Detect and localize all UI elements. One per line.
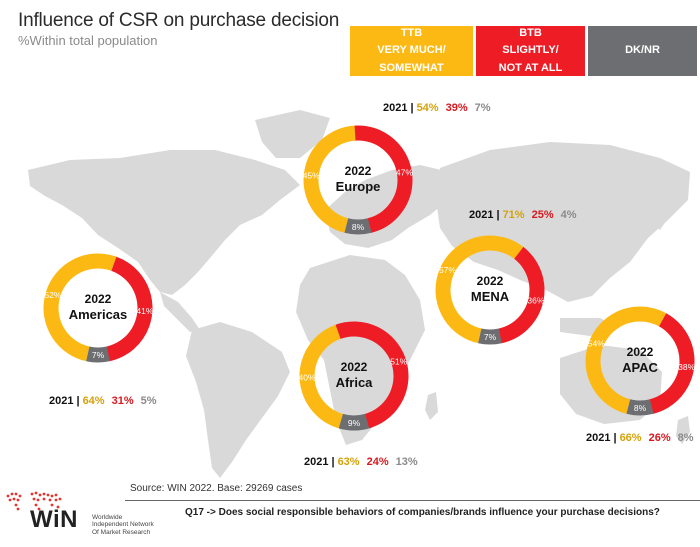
mena-dk-segment xyxy=(435,235,545,345)
europe-2021-year: 2021 xyxy=(383,102,408,114)
legend-btb: BTB SLIGHTLY/ NOT AT ALL xyxy=(476,26,585,76)
apac-dk-label: 8% xyxy=(634,403,647,413)
legend-dk-nr: DK/NR xyxy=(588,26,697,76)
mena-2021-dk: 4% xyxy=(560,209,577,221)
apac-2021-year: 2021 xyxy=(586,432,611,444)
mena-2021-comparison: 2021 | 71% 25% 4% xyxy=(469,209,577,221)
north-america-shape xyxy=(28,150,300,295)
asia-shape xyxy=(436,142,690,302)
central-america-shape xyxy=(160,292,200,332)
mena-dk-label: 7% xyxy=(484,332,497,342)
americas-2021-year: 2021 xyxy=(49,395,74,407)
madagascar-shape xyxy=(425,392,438,420)
mena-btb-segment xyxy=(435,235,545,345)
europe-ttb-label: 45% xyxy=(303,171,320,181)
americas-ttb-label: 52% xyxy=(44,290,61,300)
mena-ttb-label: 57% xyxy=(439,265,456,275)
mena-region-label: MENA xyxy=(471,289,510,304)
africa-2021-btb: 24% xyxy=(366,456,389,468)
africa-ttb-label: 40% xyxy=(299,372,316,382)
europe-2021-btb: 39% xyxy=(445,102,468,114)
apac-region-label: APAC xyxy=(622,360,658,375)
africa-2021-dk: 13% xyxy=(395,456,418,468)
japan-shape xyxy=(652,195,670,230)
legend-ttb: TTB VERY MUCH/ SOMEWHAT xyxy=(350,26,473,76)
apac-2021-ttb: 66% xyxy=(619,432,642,444)
americas-2021-btb: 31% xyxy=(111,395,134,407)
apac-2021-comparison: 2021 | 66% 26% 8% xyxy=(586,432,694,444)
win-logo-tagline: Worldwide Independent Network Of Market … xyxy=(92,514,154,536)
europe-2021-dk: 7% xyxy=(474,102,491,114)
americas-2021-dk: 5% xyxy=(140,395,157,407)
survey-question: Q17 -> Does social responsible behaviors… xyxy=(185,507,660,518)
apac-year-label: 2022 xyxy=(627,345,654,359)
apac-2021-dk: 8% xyxy=(677,432,694,444)
americas-2021-comparison: 2021 | 64% 31% 5% xyxy=(49,395,157,407)
americas-2021-ttb: 64% xyxy=(82,395,105,407)
greenland-shape xyxy=(255,110,330,158)
africa-btb-label: 51% xyxy=(390,356,407,366)
win-logo-map-mark xyxy=(6,491,62,511)
europe-2021-comparison: 2021 | 54% 39% 7% xyxy=(383,102,491,114)
footer-divider xyxy=(125,500,700,501)
europe-region-label: Europe xyxy=(336,179,381,194)
new-zealand-shape xyxy=(676,416,690,444)
win-logo-name: WiN xyxy=(30,506,78,533)
europe-year-label: 2022 xyxy=(345,164,372,178)
africa-btb-segment xyxy=(299,321,409,431)
americas-btb-segment xyxy=(43,253,153,363)
americas-year-label: 2022 xyxy=(85,292,112,306)
europe-btb-label: 47% xyxy=(396,168,413,178)
africa-region-label: Africa xyxy=(336,375,374,390)
europe-dk-segment xyxy=(303,125,413,235)
americas-dk-segment xyxy=(43,253,153,363)
africa-year-label: 2022 xyxy=(341,360,368,374)
mena-btb-label: 36% xyxy=(527,295,544,305)
americas-dk-label: 7% xyxy=(92,350,105,360)
south-america-shape xyxy=(186,322,290,478)
mena-2021-year: 2021 xyxy=(469,209,494,221)
source-note: Source: WIN 2022. Base: 29269 cases xyxy=(130,483,303,494)
africa-2021-year: 2021 xyxy=(304,456,329,468)
americas-region-label: Americas xyxy=(69,307,128,322)
africa-shape xyxy=(296,255,425,445)
americas-btb-label: 41% xyxy=(136,306,153,316)
apac-ttb-label: 54% xyxy=(588,339,605,349)
europe-2021-ttb: 54% xyxy=(416,102,439,114)
mena-2021-btb: 25% xyxy=(531,209,554,221)
africa-dk-segment xyxy=(299,321,409,431)
europe-dk-label: 8% xyxy=(352,222,365,232)
mena-2021-ttb: 71% xyxy=(502,209,525,221)
africa-2021-ttb: 63% xyxy=(337,456,360,468)
chart-subtitle: %Within total population xyxy=(18,33,158,48)
apac-2021-btb: 26% xyxy=(648,432,671,444)
africa-dk-label: 9% xyxy=(348,418,361,428)
chart-title: Influence of CSR on purchase decision xyxy=(18,10,340,31)
apac-btb-label: 38% xyxy=(678,362,695,372)
africa-2021-comparison: 2021 | 63% 24% 13% xyxy=(304,456,418,468)
americas-ttb-segment xyxy=(43,253,153,363)
mena-year-label: 2022 xyxy=(477,274,504,288)
apac-dk-segment xyxy=(585,306,695,416)
